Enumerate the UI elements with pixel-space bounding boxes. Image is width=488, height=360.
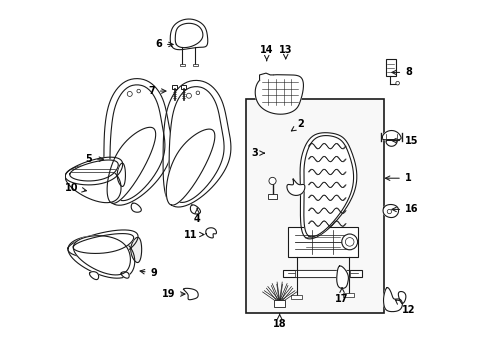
Text: 11: 11: [183, 230, 203, 239]
Text: 17: 17: [335, 288, 348, 304]
Bar: [283, 270, 361, 277]
Polygon shape: [381, 131, 400, 146]
Polygon shape: [205, 228, 216, 238]
Text: 12: 12: [394, 300, 414, 315]
Circle shape: [268, 177, 276, 185]
Bar: [294, 270, 350, 277]
Polygon shape: [398, 292, 405, 303]
Polygon shape: [130, 237, 142, 262]
Text: 15: 15: [391, 136, 418, 145]
Polygon shape: [300, 133, 356, 239]
Circle shape: [345, 238, 353, 246]
Polygon shape: [383, 288, 402, 312]
Bar: [287, 227, 357, 257]
Polygon shape: [104, 78, 171, 205]
Polygon shape: [169, 87, 224, 202]
Polygon shape: [382, 204, 398, 217]
Circle shape: [196, 91, 199, 95]
Text: 19: 19: [162, 289, 184, 299]
Polygon shape: [163, 80, 230, 207]
Bar: [274, 300, 285, 307]
Polygon shape: [65, 157, 122, 185]
Circle shape: [186, 93, 191, 98]
Polygon shape: [303, 136, 353, 237]
Text: 4: 4: [193, 208, 200, 224]
Polygon shape: [68, 235, 135, 278]
Bar: [268, 194, 276, 199]
Text: 16: 16: [391, 204, 418, 215]
Text: 5: 5: [85, 154, 103, 164]
Bar: [246, 99, 384, 313]
Polygon shape: [286, 179, 304, 195]
Text: 1: 1: [385, 173, 411, 183]
Polygon shape: [110, 85, 164, 201]
Text: 3: 3: [251, 148, 264, 158]
Polygon shape: [131, 203, 141, 212]
Polygon shape: [170, 19, 207, 50]
Text: 9: 9: [140, 268, 157, 278]
Polygon shape: [166, 129, 214, 205]
Polygon shape: [183, 288, 198, 300]
Circle shape: [137, 89, 140, 93]
Circle shape: [341, 234, 357, 250]
Polygon shape: [175, 23, 203, 48]
Text: 6: 6: [155, 40, 173, 49]
Polygon shape: [89, 272, 99, 280]
Text: 18: 18: [272, 314, 286, 329]
Polygon shape: [336, 266, 348, 288]
Polygon shape: [70, 160, 118, 181]
Circle shape: [395, 81, 399, 85]
Polygon shape: [68, 230, 138, 258]
Polygon shape: [65, 165, 121, 203]
Polygon shape: [255, 75, 303, 114]
Bar: [343, 293, 353, 297]
Polygon shape: [73, 234, 133, 253]
Polygon shape: [121, 272, 129, 278]
Bar: [172, 85, 177, 89]
Polygon shape: [190, 205, 200, 214]
Text: 13: 13: [279, 45, 292, 59]
Circle shape: [127, 91, 132, 96]
Polygon shape: [117, 163, 125, 186]
Bar: [291, 295, 302, 298]
Bar: [180, 64, 185, 66]
Bar: [192, 64, 198, 66]
Text: 10: 10: [65, 183, 86, 193]
Bar: [385, 59, 395, 76]
Text: 7: 7: [148, 86, 165, 96]
Text: 8: 8: [391, 67, 411, 77]
Polygon shape: [107, 127, 155, 203]
Circle shape: [386, 210, 391, 214]
Polygon shape: [73, 236, 130, 275]
Text: 14: 14: [260, 45, 273, 61]
Text: 2: 2: [291, 120, 304, 131]
Bar: [181, 85, 185, 89]
Polygon shape: [259, 73, 273, 80]
